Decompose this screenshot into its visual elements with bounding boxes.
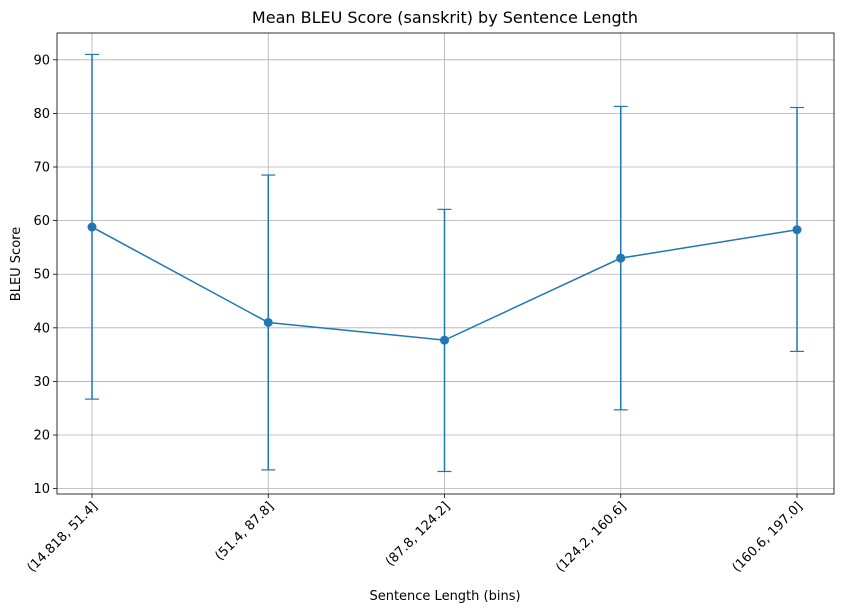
y-tick-label: 70	[33, 161, 50, 176]
y-tick-label: 10	[33, 482, 50, 497]
y-tick-label: 50	[33, 268, 50, 283]
axes-frame	[56, 32, 835, 495]
y-tick-label: 20	[33, 429, 50, 444]
y-tick-label: 30	[33, 375, 50, 390]
data-markers	[87, 222, 802, 345]
chart-title: Mean BLEU Score (sanskrit) by Sentence L…	[252, 8, 638, 27]
y-tick-label: 60	[33, 214, 50, 229]
y-tick-label: 90	[33, 53, 50, 68]
data-point	[792, 225, 802, 235]
y-axis-label: BLEU Score	[9, 227, 24, 301]
y-tick-label: 40	[33, 321, 50, 336]
data-point	[440, 335, 449, 345]
y-tick-label: 80	[33, 107, 50, 122]
data-point	[616, 253, 626, 263]
x-axis-label: Sentence Length (bins)	[369, 589, 520, 604]
plot-area-border	[56, 32, 835, 495]
y-axis-ticks: 10 20 30 40 50 60 70 80 90	[33, 53, 57, 497]
data-point	[263, 317, 273, 327]
data-point	[87, 222, 97, 232]
